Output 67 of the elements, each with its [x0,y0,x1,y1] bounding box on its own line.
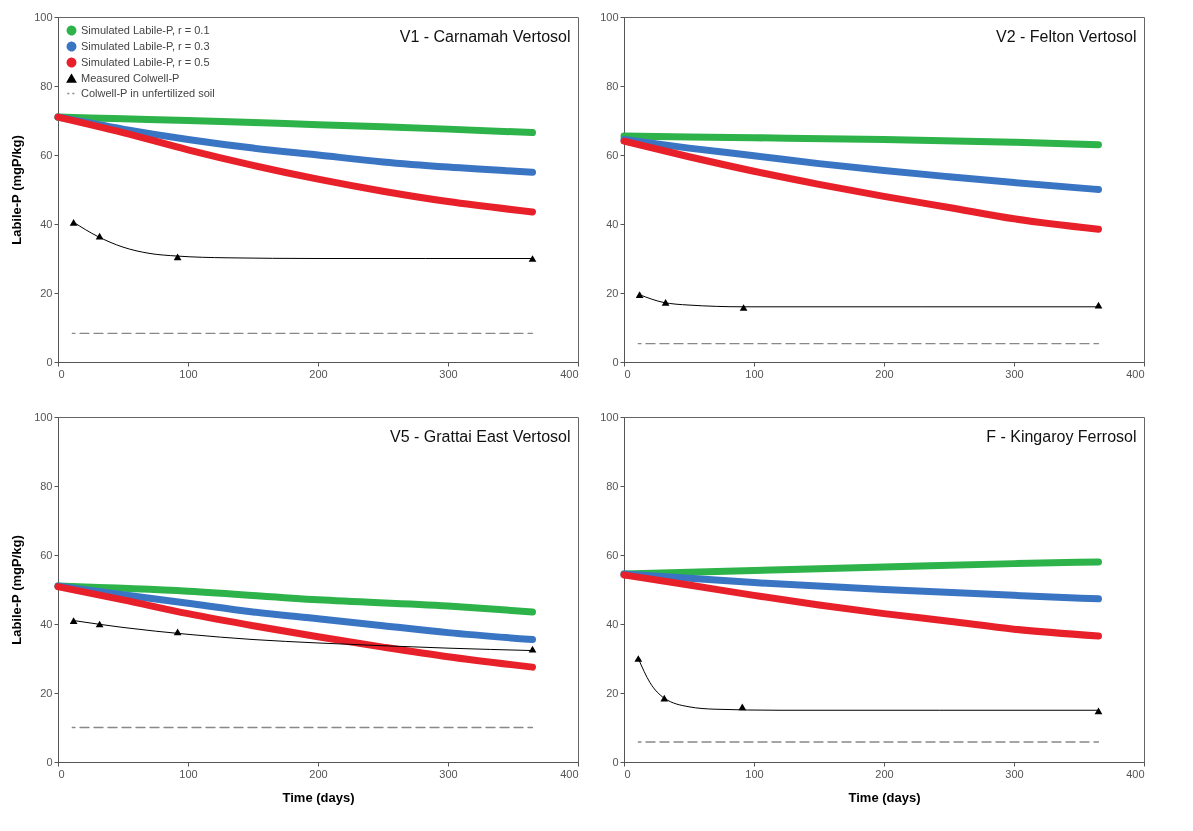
legend-label: Simulated Labile-P, r = 0.3 [81,39,210,52]
legend-label: Simulated Labile-P, r = 0.1 [81,23,210,36]
y-tick-label: 100 [600,410,619,423]
x-tick-label: 400 [1126,367,1145,380]
legend-label: Colwell-P in unfertilized soil [81,86,215,99]
text: V5 - Grattai East Vertosol [389,428,571,445]
point [1094,707,1103,715]
legend-label: Measured Colwell-P [81,71,180,84]
x-tick-label: 100 [745,767,764,780]
legend-label: Simulated Labile-P, r = 0.5 [81,55,210,68]
x-tick-label: 300 [1005,767,1024,780]
y-tick-label: 20 [606,286,619,299]
y-tick-label: 40 [606,617,619,630]
x-tick-label: 0 [624,367,631,380]
y-tick-label: 60 [40,148,53,161]
x-tick-label: 0 [58,367,65,380]
x-tick-label: 100 [745,367,764,380]
y-axis-title: Labile-P (mgP/kg) [9,135,25,245]
y-tick-label: 80 [40,79,53,92]
y-tick-label: 60 [606,548,619,561]
point [69,218,78,226]
y-tick-label: 0 [612,355,619,368]
y-tick-label: 20 [40,686,53,699]
text: V2 - Felton Vertosol [995,28,1137,45]
y-tick-label: 0 [46,755,53,768]
y-tick-label: 0 [46,355,53,368]
x-tick-label: 0 [624,767,631,780]
point [634,655,643,662]
point [738,703,747,711]
x-tick-label: 100 [179,767,198,780]
x-tick-label: 300 [1005,367,1024,380]
y-tick-label: 100 [34,10,53,23]
x-tick-label: 400 [560,367,579,380]
x-tick-label: 400 [560,767,579,780]
y-tick-label: 20 [606,686,619,699]
x-tick-label: 0 [58,767,65,780]
y-tick-label: 80 [40,479,53,492]
y-tick-label: 40 [606,217,619,230]
y-tick-label: 0 [612,755,619,768]
x-tick-label: 200 [875,767,894,780]
text: F - Kingaroy Ferrosol [986,428,1137,445]
x-tick-label: 200 [875,367,894,380]
x-tick-label: 400 [1126,767,1145,780]
y-tick-label: 60 [606,148,619,161]
x-tick-label: 200 [309,767,328,780]
x-tick-label: 300 [439,367,458,380]
x-tick-label: 100 [179,367,198,380]
point [69,617,78,624]
point [660,694,669,702]
y-tick-label: 100 [34,410,53,423]
y-tick-label: 20 [40,286,53,299]
y-tick-label: 80 [606,79,619,92]
point [173,253,182,261]
y-tick-label: 100 [600,10,619,23]
y-tick-label: 40 [40,217,53,230]
point [528,255,537,262]
point [528,645,537,653]
x-axis-title: Time (days) [282,789,355,805]
point [173,628,182,636]
y-tick-label: 60 [40,548,53,561]
y-tick-label: 40 [40,617,53,630]
x-tick-label: 300 [439,767,458,780]
x-tick-label: 200 [309,367,328,380]
y-tick-label: 80 [606,479,619,492]
y-axis-title: Labile-P (mgP/kg) [9,535,25,645]
text: V1 - Carnamah Vertosol [399,28,571,45]
x-axis-title: Time (days) [848,789,921,805]
